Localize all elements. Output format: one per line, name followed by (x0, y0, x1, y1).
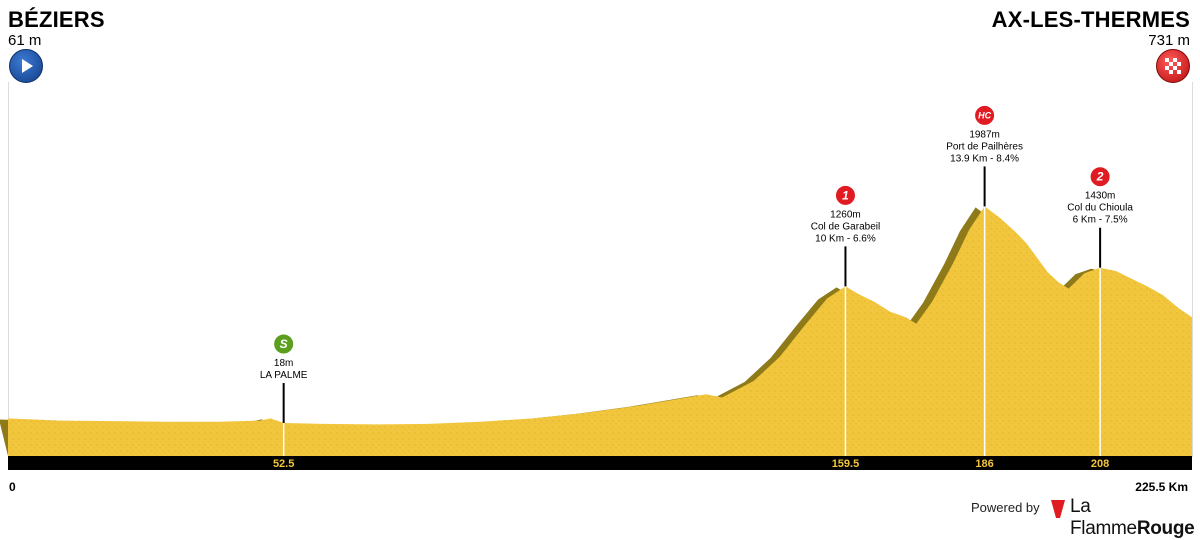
marker-stats: 13.9 Km - 8.4% (950, 153, 1019, 164)
distance-axis-bar (8, 456, 1192, 470)
climb-category-badge-icon (1089, 166, 1111, 188)
start-altitude: 61 m (8, 32, 42, 49)
checkered-flag-icon (1156, 49, 1190, 83)
km-tick-label: 208 (1091, 458, 1109, 470)
distance-start-label: 0 (9, 480, 16, 494)
climb-category-badge-icon (974, 104, 996, 126)
badge-label: 2 (1096, 170, 1104, 184)
km-tick-label: 186 (975, 458, 993, 470)
brand-logo: La FlammeRouge (1070, 496, 1200, 540)
chart-left-border (8, 82, 9, 457)
sprint-badge-icon (273, 333, 295, 355)
finish-location: AX-LES-THERMES 731 m (991, 7, 1190, 49)
marker-altitude: 18m (274, 358, 293, 369)
brand-part2: Rouge (1136, 518, 1195, 539)
marker-name: Col du Chioula (1067, 203, 1133, 214)
start-name: BÉZIERS (8, 7, 105, 32)
chart-right-border (1192, 82, 1193, 457)
flame-logo-icon (1051, 500, 1065, 518)
finish-name: AX-LES-THERMES (991, 7, 1190, 32)
start-location: BÉZIERS 61 m (8, 7, 105, 49)
badge-label: 1 (842, 188, 849, 202)
marker-name: LA PALME (260, 370, 308, 381)
marker-name: Col de Garabeil (811, 221, 880, 232)
powered-by-text: Powered by (971, 500, 1040, 515)
marker-stats: 10 Km - 6.6% (815, 233, 876, 244)
marker-name: Port de Pailhères (946, 141, 1023, 152)
marker-altitude: 1430m (1085, 191, 1116, 202)
km-tick-label: 159.5 (832, 458, 860, 470)
badge-label: HC (978, 110, 991, 120)
distance-end-label: 225.5 Km (1135, 480, 1188, 494)
play-icon (9, 49, 43, 83)
marker-stats: 6 Km - 7.5% (1073, 215, 1128, 226)
km-tick-label: 52.5 (273, 458, 294, 470)
brand-part1: La Flamme (1070, 496, 1137, 539)
profile-area (8, 206, 1192, 456)
climb-category-badge-icon (834, 184, 856, 206)
marker-altitude: 1987m (969, 129, 1000, 140)
finish-altitude: 731 m (1148, 32, 1190, 49)
badge-label: S (280, 337, 288, 351)
marker-altitude: 1260m (830, 209, 861, 220)
